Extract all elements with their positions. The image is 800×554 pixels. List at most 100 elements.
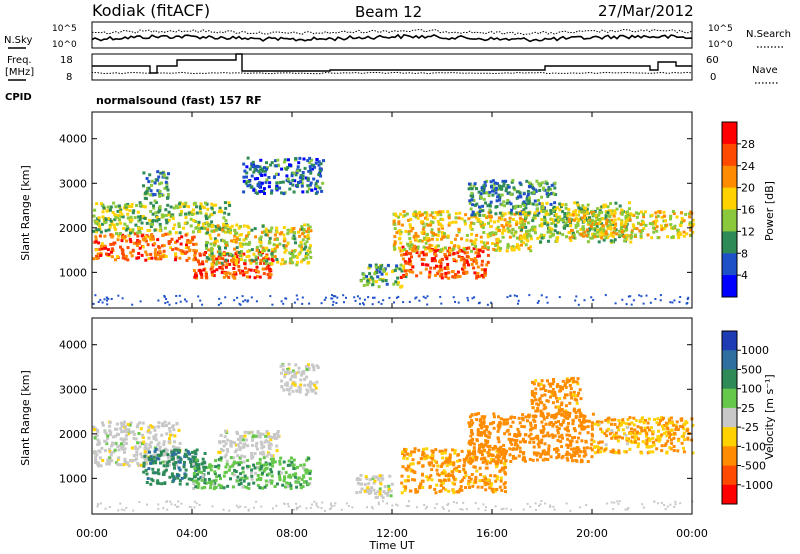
data-cell bbox=[382, 299, 385, 302]
data-cell bbox=[540, 205, 544, 209]
data-cell bbox=[255, 300, 258, 303]
data-cell bbox=[565, 380, 569, 384]
data-cell bbox=[430, 461, 433, 465]
data-cell bbox=[210, 206, 214, 210]
data-cell bbox=[480, 442, 484, 446]
data-cell bbox=[267, 440, 271, 444]
data-cell bbox=[465, 271, 468, 275]
data-cell bbox=[197, 223, 200, 227]
data-cell bbox=[507, 200, 511, 204]
data-cell bbox=[255, 261, 259, 265]
data-cell bbox=[470, 441, 474, 445]
data-cell bbox=[565, 214, 569, 218]
data-cell bbox=[505, 249, 509, 253]
data-cell bbox=[146, 187, 149, 190]
data-cell bbox=[270, 481, 274, 485]
data-cell bbox=[546, 301, 549, 304]
data-cell bbox=[163, 420, 167, 424]
data-cell bbox=[564, 206, 568, 210]
data-cell bbox=[434, 273, 437, 277]
data-cell bbox=[569, 387, 573, 391]
data-cell bbox=[638, 420, 642, 424]
data-cell bbox=[466, 296, 469, 299]
data-cell bbox=[154, 438, 158, 442]
data-cell bbox=[660, 228, 664, 232]
data-cell bbox=[500, 488, 504, 492]
data-cell bbox=[666, 235, 670, 239]
data-cell bbox=[575, 398, 579, 402]
data-cell bbox=[293, 237, 297, 241]
data-cell bbox=[411, 469, 415, 473]
data-cell bbox=[292, 473, 296, 477]
data-cell bbox=[167, 463, 171, 467]
data-cell bbox=[584, 440, 588, 444]
data-cell bbox=[578, 424, 581, 428]
data-cell bbox=[254, 269, 258, 272]
data-cell bbox=[678, 301, 681, 303]
data-cell bbox=[452, 477, 456, 481]
data-cell bbox=[156, 170, 160, 174]
data-cell bbox=[282, 302, 285, 305]
data-cell bbox=[224, 296, 227, 299]
data-cell bbox=[473, 213, 477, 217]
data-cell bbox=[154, 433, 158, 437]
data-cell bbox=[676, 229, 680, 233]
data-cell bbox=[652, 226, 655, 230]
data-cell bbox=[492, 247, 496, 251]
data-cell bbox=[487, 482, 491, 486]
data-cell bbox=[451, 488, 455, 492]
data-cell bbox=[253, 177, 257, 181]
data-cell bbox=[398, 232, 402, 236]
data-cell bbox=[467, 299, 470, 302]
data-cell bbox=[284, 370, 288, 374]
data-cell bbox=[206, 231, 210, 235]
data-cell bbox=[427, 246, 431, 250]
data-cell bbox=[469, 434, 473, 438]
data-cell bbox=[651, 432, 655, 436]
data-cell bbox=[178, 202, 181, 206]
data-cell bbox=[486, 303, 489, 306]
data-cell bbox=[441, 231, 444, 235]
data-cell bbox=[441, 456, 445, 460]
data-cell bbox=[371, 477, 375, 481]
data-cell bbox=[400, 223, 404, 227]
data-cell bbox=[393, 301, 395, 304]
data-cell bbox=[214, 486, 218, 489]
data-cell bbox=[453, 237, 457, 241]
data-cell bbox=[149, 482, 153, 486]
data-cell bbox=[475, 211, 479, 215]
data-cell bbox=[575, 201, 579, 205]
data-cell bbox=[101, 421, 104, 425]
data-cell bbox=[156, 443, 160, 447]
data-cell bbox=[97, 216, 101, 220]
data-cell bbox=[414, 231, 418, 235]
data-cell bbox=[489, 484, 493, 488]
data-cell bbox=[470, 198, 474, 202]
data-cell bbox=[469, 224, 472, 228]
data-cell bbox=[473, 271, 477, 275]
data-cell bbox=[419, 220, 423, 224]
data-cell bbox=[652, 443, 656, 447]
data-cell bbox=[148, 450, 151, 454]
data-cell bbox=[480, 240, 483, 244]
data-cell bbox=[557, 427, 561, 431]
freq-tick-high: 18 bbox=[60, 55, 73, 66]
data-cell bbox=[465, 456, 468, 460]
data-cell bbox=[136, 462, 140, 465]
data-cell bbox=[306, 253, 310, 257]
data-cell bbox=[481, 209, 485, 213]
data-cell bbox=[476, 430, 480, 434]
data-cell bbox=[259, 262, 263, 265]
data-cell bbox=[640, 229, 644, 233]
data-cell bbox=[284, 248, 288, 252]
data-cell bbox=[242, 445, 246, 449]
data-cell bbox=[421, 262, 425, 266]
data-cell bbox=[128, 423, 132, 427]
data-cell bbox=[218, 265, 222, 269]
data-cell bbox=[387, 484, 391, 488]
data-cell bbox=[247, 243, 251, 246]
data-cell bbox=[308, 165, 312, 169]
data-cell bbox=[400, 474, 404, 478]
data-cell bbox=[576, 377, 580, 381]
data-cell bbox=[634, 233, 638, 237]
